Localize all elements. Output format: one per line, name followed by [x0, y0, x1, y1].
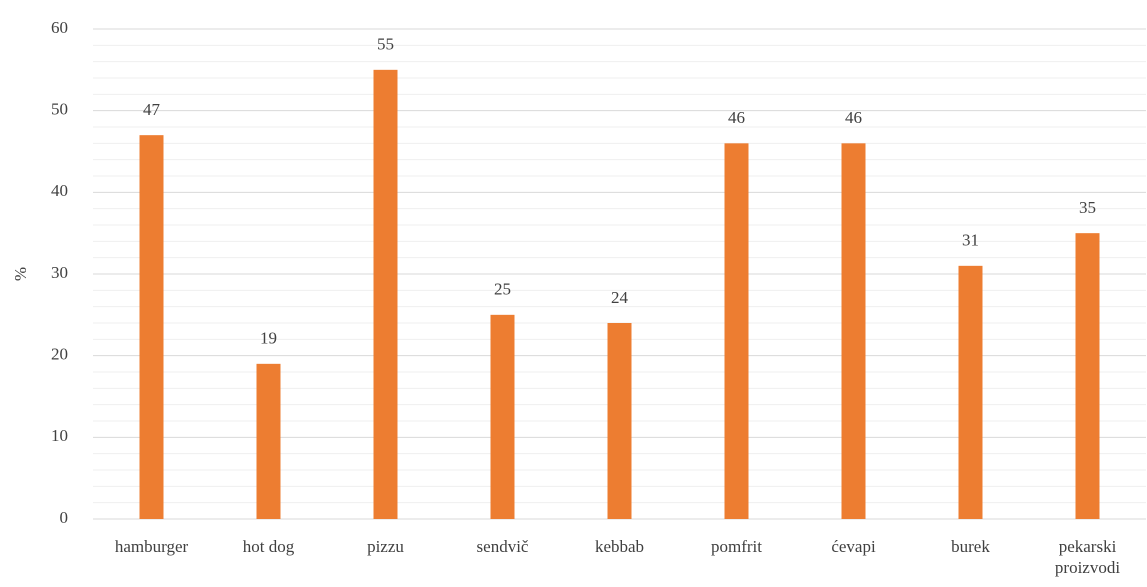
x-tick-label: burek: [951, 537, 990, 556]
bar: [724, 143, 749, 520]
y-tick-label: 60: [51, 18, 68, 37]
x-tick-label: ćevapi: [831, 537, 876, 556]
x-tick-label: pekarski proizvodi: [1054, 537, 1121, 577]
x-tick-label: hot dog: [242, 537, 295, 556]
bar: [1075, 233, 1100, 519]
y-axis-label: %: [11, 267, 30, 281]
data-label: 24: [611, 288, 629, 307]
y-tick-label: 30: [51, 263, 68, 282]
bar: [373, 69, 398, 519]
data-label: 25: [494, 280, 511, 299]
x-tick-label: pizzu: [367, 537, 404, 556]
data-label: 35: [1079, 198, 1096, 217]
data-label: 55: [377, 35, 394, 54]
y-tick-label: 50: [51, 100, 68, 119]
x-tick-label: hamburger: [114, 537, 189, 556]
x-tick-label: sendvič: [476, 537, 529, 556]
data-label: 19: [260, 329, 277, 348]
bar: [607, 323, 632, 519]
bar: [490, 314, 515, 519]
y-tick-label: 10: [51, 426, 68, 445]
y-tick-label: 0: [60, 508, 69, 527]
bar: [256, 363, 281, 519]
y-tick-label: 40: [51, 181, 68, 200]
y-tick-label: 20: [51, 345, 68, 364]
x-tick-label: pomfrit: [711, 537, 762, 556]
x-tick-label: kebbab: [594, 537, 645, 556]
bar: [139, 135, 164, 519]
bar: [841, 143, 866, 520]
data-label: 46: [845, 108, 862, 127]
bar: [958, 265, 983, 519]
data-label: 31: [962, 231, 979, 250]
data-label: 47: [143, 100, 161, 119]
data-label: 46: [728, 108, 745, 127]
